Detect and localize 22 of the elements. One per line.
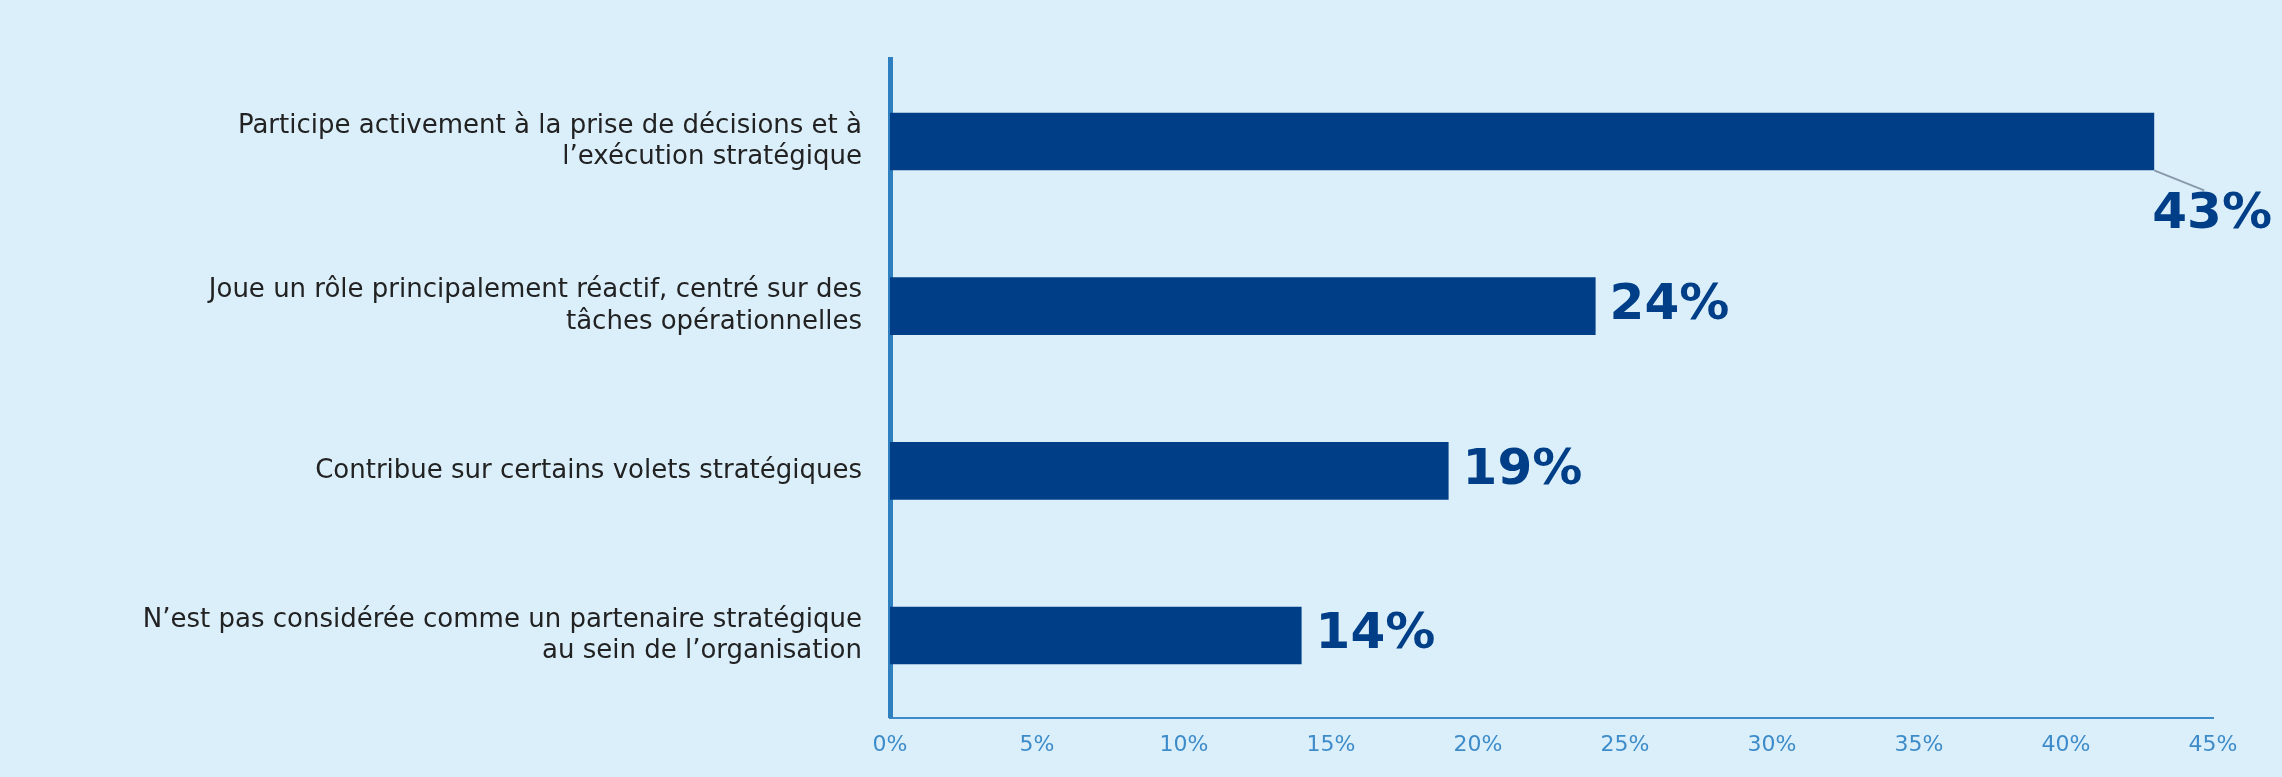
x-tick-label: 0% (872, 730, 908, 756)
bar (890, 112, 2155, 171)
bar (890, 442, 1449, 500)
x-tick-label: 25% (1600, 730, 1650, 756)
y-tick-label: N’est pas considérée comme un partenaire stratégique au sein de l’organisation (142, 602, 862, 664)
y-tick-label: Participe activement à la prise de décisions et à l’exécution stratégique (237, 108, 862, 170)
data-label: 43% (2152, 182, 2272, 241)
x-tick-label: 5% (1019, 730, 1055, 756)
y-tick-label: Joue un rôle principalement réactif, centré sur des tâches opérationnelles (206, 273, 862, 335)
data-label: 24% (1609, 273, 1730, 332)
x-tick-label: 35% (1894, 730, 1944, 756)
x-tick-label: 20% (1453, 730, 1503, 756)
x-tick-label: 40% (2041, 730, 2091, 756)
x-tick-label: 30% (1747, 730, 1797, 756)
data-label: 19% (1462, 437, 1583, 496)
x-tick-label: 15% (1306, 730, 1356, 756)
x-tick-label: 10% (1159, 730, 1209, 756)
bar (890, 277, 1596, 335)
bar (890, 606, 1302, 665)
x-tick-label: 45% (2188, 730, 2238, 756)
data-label: 14% (1315, 602, 1436, 661)
y-tick-label: Contribue sur certains volets stratégiques (315, 453, 862, 484)
